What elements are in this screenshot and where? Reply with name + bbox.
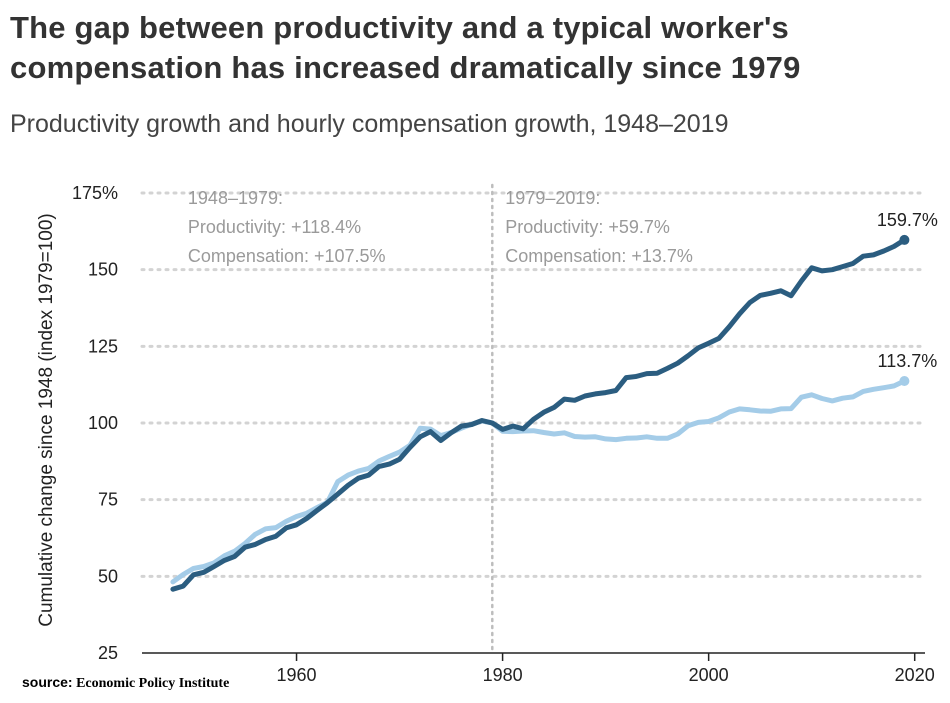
- y-tick-label: 25: [98, 643, 118, 663]
- annotation-pre-1979-line: Compensation: +107.5%: [188, 246, 386, 266]
- productivity-line: [170, 237, 907, 592]
- y-tick-label: 50: [98, 566, 118, 586]
- compensation-line: [170, 378, 907, 585]
- compensation-end-point: [899, 375, 910, 386]
- source-note: source: Economic Policy Institute: [22, 674, 229, 692]
- y-tick-label: 150: [88, 260, 118, 280]
- annotation-post-1979-line: Compensation: +13.7%: [505, 246, 693, 266]
- productivity-end-point: [899, 234, 910, 245]
- x-tick-label: 2000: [689, 665, 729, 685]
- source-label: source:: [22, 674, 73, 690]
- x-tick-label: 2020: [895, 665, 935, 685]
- x-tick-label: 1980: [483, 665, 523, 685]
- annotation-pre-1979-line: Productivity: +118.4%: [188, 217, 361, 237]
- annotation-post-1979-line: 1979–2019:: [505, 188, 600, 208]
- annotation-pre-1979-line: 1948–1979:: [188, 188, 283, 208]
- productivity-end-label: 159.7%: [877, 210, 938, 230]
- annotation-post-1979-line: Productivity: +59.7%: [505, 217, 670, 237]
- chart-title: The gap between productivity and a typic…: [10, 10, 801, 85]
- compensation-end-label: 113.7%: [878, 351, 938, 371]
- chart-subtitle: Productivity growth and hourly compensat…: [10, 110, 729, 138]
- y-tick-label: 100: [88, 413, 118, 433]
- y-tick-label: 125: [88, 336, 118, 356]
- y-tick-label: 75: [98, 490, 118, 510]
- gridlines: [140, 191, 927, 578]
- series-lines: [170, 234, 910, 592]
- y-tick-label: 175%: [72, 183, 118, 203]
- y-axis-label: Cumulative change since 1948 (index 1979…: [36, 213, 57, 627]
- axes: 25 50 75 100 125 150 175% 1960 1980 2000 2020: [72, 183, 935, 685]
- chart-labels: 1948–1979: Productivity: +118.4% Compensat…: [188, 188, 938, 371]
- source-name: Economic Policy Institute: [76, 676, 230, 691]
- x-tick-label: 1960: [277, 665, 317, 685]
